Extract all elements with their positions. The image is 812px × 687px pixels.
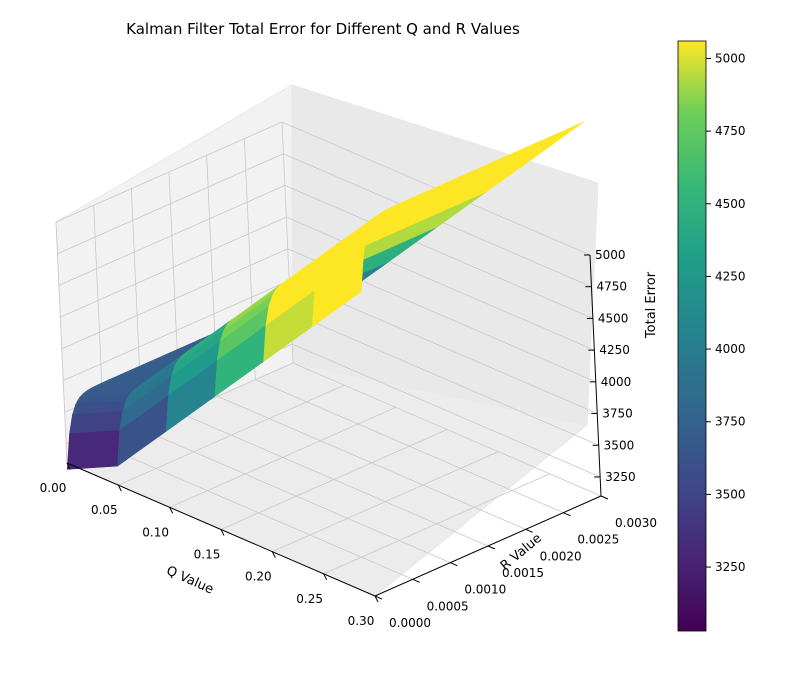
grid-line-z-left	[57, 153, 284, 255]
y-tick	[525, 528, 533, 533]
x-tick	[117, 484, 122, 492]
y-tick-label: 0.0025	[577, 533, 619, 547]
z-axis-label: Total Error	[644, 271, 659, 339]
grid-line-y-floor	[217, 395, 526, 530]
grid-line-z-back	[284, 185, 594, 319]
z-tick-label: 4750	[596, 280, 627, 294]
surface-patch	[312, 255, 364, 328]
y-tick-label: 0.0015	[502, 566, 544, 580]
grid-line-y-floor	[104, 445, 413, 580]
x-tick	[66, 462, 71, 470]
x-tick-label: 0.10	[142, 525, 169, 539]
colorbar	[677, 40, 707, 632]
y-tick	[374, 595, 383, 600]
colorbar-tick-label: 5000	[715, 51, 746, 65]
grid-line-y-floor	[292, 362, 602, 497]
grid-line-z-left	[55, 121, 283, 223]
y-tick-label: 0.0010	[464, 583, 506, 597]
x-tick-label: 0.00	[40, 481, 67, 495]
colorbar-tick-label: 4500	[715, 197, 746, 211]
x-tick	[271, 551, 276, 558]
x-tick-label: 0.20	[245, 570, 272, 584]
x-tick-label: 0.30	[348, 614, 375, 628]
y-tick-label: 0.0020	[540, 549, 582, 563]
colorbar-tick-label: 4000	[715, 342, 746, 356]
z-tick-label: 3750	[602, 407, 633, 421]
z-tick-label: 4250	[599, 343, 630, 357]
error-surface	[66, 121, 585, 470]
y-tick	[563, 512, 571, 517]
y-tick	[412, 578, 420, 583]
surface-patch	[66, 430, 121, 470]
x-tick-label: 0.05	[91, 503, 118, 517]
z-tick-label: 5000	[595, 248, 626, 262]
grid-line-y-floor	[179, 412, 489, 547]
y-tick	[487, 545, 496, 550]
y-tick-label: 0.0000	[389, 616, 431, 630]
grid-line-z-left	[60, 216, 287, 318]
z-tick-label: 3250	[605, 470, 636, 484]
grid-line-z-back	[290, 311, 599, 446]
x-tick	[323, 573, 328, 581]
x-tick	[169, 507, 174, 514]
grid-line-y-floor	[142, 429, 451, 564]
grid-line-z-back	[291, 343, 601, 478]
z-tick-label: 3500	[604, 438, 635, 452]
grid-line-z-left	[63, 280, 290, 381]
grid-line-z-back	[286, 216, 595, 351]
z-tick-label: 4000	[601, 375, 632, 389]
colorbar-tick-label: 3250	[715, 560, 746, 574]
grid-line-y-wall	[55, 221, 68, 464]
y-tick-label: 0.0030	[615, 516, 657, 530]
grid-line-y-floor	[255, 379, 564, 514]
x-tick-label: 0.25	[296, 592, 323, 606]
colorbar-tick-label: 3500	[715, 487, 746, 501]
colorbar-tick-label: 4250	[715, 269, 746, 283]
surface-patch	[69, 411, 124, 435]
chart-title: Kalman Filter Total Error for Different …	[126, 20, 520, 38]
y-tick	[600, 495, 609, 500]
axes: 0.00 0.05 0.10 0.15 0.20 0.25 0.30 0.0000 0.0005…	[40, 248, 657, 630]
colorbar-ticks: 3250 3500 3750 4000 4250 4500 4750 5000	[706, 51, 746, 574]
x-tick	[220, 529, 225, 536]
grid-line-z-left	[58, 185, 286, 286]
colorbar-tick-label: 3750	[715, 415, 746, 429]
y-tick	[450, 562, 458, 567]
back-pane	[291, 84, 599, 426]
x-tick-label: 0.15	[194, 548, 221, 562]
y-tick-label: 0.0005	[427, 599, 469, 613]
z-axis-line	[589, 254, 602, 497]
grid-line-z-left	[61, 248, 288, 350]
x-tick	[374, 595, 379, 603]
x-axis-label: Q Value	[164, 563, 216, 597]
z-tick-label: 4500	[598, 311, 629, 325]
colorbar-tick-label: 4750	[715, 124, 746, 138]
